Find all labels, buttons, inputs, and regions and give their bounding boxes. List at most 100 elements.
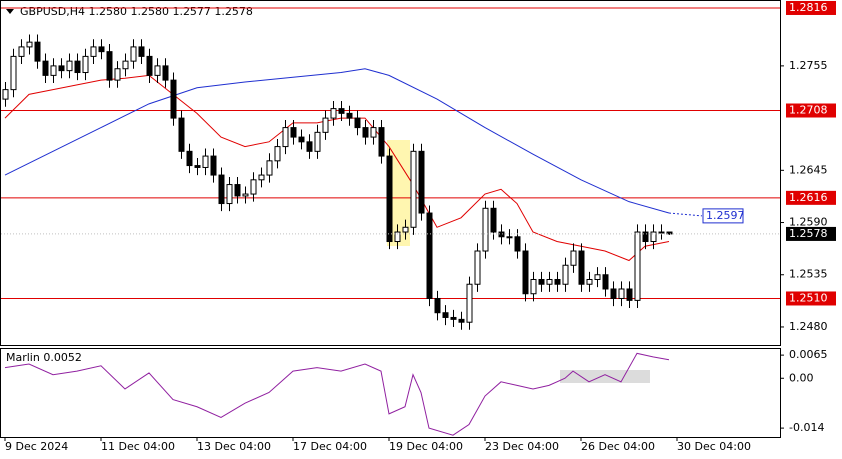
candle-body xyxy=(114,68,121,81)
candle-body xyxy=(66,60,73,72)
x-tick-label: 23 Dec 04:00 xyxy=(485,440,559,453)
candle-body xyxy=(10,55,17,91)
candle-body xyxy=(146,55,153,76)
candle-body xyxy=(578,250,585,285)
candle-body xyxy=(234,184,241,197)
candle-body xyxy=(218,174,225,205)
candle-body xyxy=(530,278,537,295)
level-label: 1.2708 xyxy=(789,104,828,117)
candle-body xyxy=(538,278,545,285)
candle-body xyxy=(642,231,649,243)
candle-body xyxy=(42,60,49,76)
candle-body xyxy=(522,250,529,295)
level-label: 1.2510 xyxy=(789,291,828,304)
candle-body xyxy=(386,155,393,243)
candle-body xyxy=(226,184,233,205)
candle-body xyxy=(250,179,257,195)
candle-body xyxy=(266,160,273,176)
last-price-label: 1.2578 xyxy=(789,227,828,240)
candle-body xyxy=(258,174,265,181)
candle-body xyxy=(186,150,193,167)
candle-body xyxy=(362,127,369,138)
y-tick-label: 1.2535 xyxy=(789,268,828,281)
indicator-panel-frame xyxy=(0,348,781,438)
candle-body xyxy=(58,65,65,72)
candle-body xyxy=(418,150,425,214)
y-tick-label: 1.2645 xyxy=(789,163,828,176)
candle-body xyxy=(242,193,249,197)
candle-body xyxy=(138,46,145,57)
candle-body xyxy=(154,65,161,76)
y-tick-label: 1.2590 xyxy=(789,216,828,229)
candle-body xyxy=(274,146,281,162)
candle-body xyxy=(570,250,577,266)
y-tick-label: 1.2480 xyxy=(789,320,828,333)
x-tick-label: 11 Dec 04:00 xyxy=(101,440,175,453)
candle-body xyxy=(402,226,409,233)
moving-average xyxy=(4,74,670,262)
candle-body xyxy=(410,150,417,228)
main-panel-frame xyxy=(0,0,781,346)
candle-body xyxy=(658,231,665,234)
candle-body xyxy=(170,79,177,119)
ma-extension xyxy=(668,212,703,217)
candle-body xyxy=(210,155,217,176)
level-label-box xyxy=(786,0,836,15)
candle-body xyxy=(290,127,297,138)
candle-body xyxy=(74,60,81,74)
level-label: 1.2816 xyxy=(789,1,828,14)
candle-body xyxy=(306,141,313,152)
candle-body xyxy=(474,250,481,285)
candle-body xyxy=(634,231,641,301)
candle-body xyxy=(106,51,113,81)
candle-body xyxy=(514,236,521,252)
candle-body xyxy=(330,108,337,119)
ma-label: 1.2597 xyxy=(706,209,745,222)
candle-body xyxy=(442,312,449,318)
candle-body xyxy=(178,117,185,152)
ma-label-box xyxy=(702,208,744,224)
menu-arrow xyxy=(6,9,14,14)
candle-body xyxy=(426,212,433,299)
highlight-zone xyxy=(560,370,650,383)
indicator-y-tick-label: 0.0065 xyxy=(789,348,828,361)
moving-average xyxy=(4,68,670,214)
candle-body xyxy=(26,41,33,48)
candle-body xyxy=(18,46,25,57)
candle-body xyxy=(346,112,353,119)
candle-body xyxy=(594,274,601,280)
indicator-y-tick-label: -0.014 xyxy=(789,421,824,434)
candle-body xyxy=(602,274,609,290)
x-tick-label: 17 Dec 04:00 xyxy=(293,440,367,453)
level-label-box xyxy=(786,103,836,118)
x-tick-label: 30 Dec 04:00 xyxy=(677,440,751,453)
candle-body xyxy=(322,117,329,133)
candle-body xyxy=(298,136,305,143)
candle-body xyxy=(82,55,89,74)
candle-body xyxy=(618,288,625,299)
x-tick-label: 9 Dec 2024 xyxy=(5,440,68,453)
candle-body xyxy=(98,46,105,53)
candle-body xyxy=(458,318,465,323)
candle-body xyxy=(130,46,137,62)
candle-body xyxy=(194,165,201,168)
candle-body xyxy=(650,231,657,243)
level-label-box xyxy=(786,291,836,306)
candle-body xyxy=(482,207,489,252)
candle-body xyxy=(610,288,617,299)
y-tick-label: 1.2755 xyxy=(789,59,828,72)
candle-body xyxy=(354,117,361,129)
candle-body xyxy=(466,283,473,323)
x-tick-label: 19 Dec 04:00 xyxy=(389,440,463,453)
candle-body xyxy=(50,65,57,76)
candle-body xyxy=(434,297,441,314)
candle-body xyxy=(378,127,385,157)
candle-body xyxy=(338,108,345,114)
candle-body xyxy=(122,60,129,70)
candle-body xyxy=(490,207,497,233)
candle-body xyxy=(666,231,673,235)
level-label: 1.2616 xyxy=(789,191,828,204)
candle-body xyxy=(626,288,633,301)
candle-body xyxy=(282,127,289,148)
